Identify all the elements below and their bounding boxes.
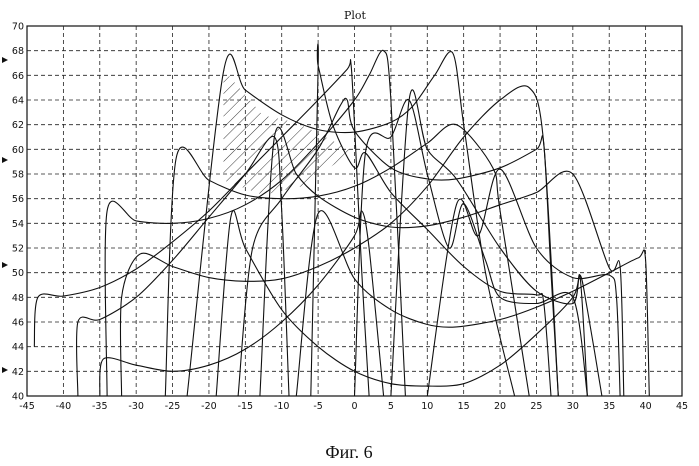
y-tick-label: 60 xyxy=(12,145,24,156)
x-tick-label: 10 xyxy=(421,401,433,412)
x-tick-label: -20 xyxy=(201,401,217,412)
y-tick-label: 58 xyxy=(12,170,24,181)
x-tick-label: -10 xyxy=(274,401,290,412)
y-tick-label: 52 xyxy=(12,244,24,255)
y-tick-label: 56 xyxy=(12,194,24,205)
x-tick-label: 30 xyxy=(567,401,579,412)
y-tick-label: 50 xyxy=(12,268,24,279)
y-tick-label: 62 xyxy=(12,120,24,131)
y-tick-label: 64 xyxy=(12,96,24,107)
x-tick-label: -15 xyxy=(238,401,254,412)
x-tick-label: -25 xyxy=(165,401,181,412)
x-tick-label: 0 xyxy=(351,401,357,412)
edge-marker-icon xyxy=(2,367,8,373)
figure-caption: Фиг. 6 xyxy=(325,442,372,462)
x-tick-label: -5 xyxy=(313,401,322,412)
y-tick-label: 54 xyxy=(12,219,24,230)
chart-title: Plot xyxy=(344,9,367,22)
edge-marker-icon xyxy=(2,262,8,268)
x-tick-label: -35 xyxy=(92,401,108,412)
x-tick-label: -30 xyxy=(128,401,144,412)
y-tick-label: 66 xyxy=(12,71,24,82)
y-tick-label: 46 xyxy=(12,318,24,329)
x-tick-label: 5 xyxy=(388,401,394,412)
y-tick-label: 48 xyxy=(12,293,24,304)
y-tick-layer: 40 42 44 46 48 50 52 54 56 58 60 62 64 66 68 70 xyxy=(12,22,24,403)
x-tick-layer: -45 -40 -35 -30 -25 -20 -15 -10 -5 0 5 10 15 20 25 30 35… xyxy=(19,401,688,412)
edge-markers xyxy=(2,57,8,373)
edge-marker-icon xyxy=(2,157,8,163)
x-tick-label: 40 xyxy=(640,401,652,412)
y-tick-label: 68 xyxy=(12,46,24,57)
x-tick-label: 15 xyxy=(458,401,470,412)
x-tick-label: 45 xyxy=(676,401,688,412)
y-tick-label: 42 xyxy=(12,367,24,378)
edge-marker-icon xyxy=(2,57,8,63)
x-tick-label: 35 xyxy=(603,401,615,412)
y-tick-label: 44 xyxy=(12,342,24,353)
x-tick-label: -40 xyxy=(56,401,72,412)
x-tick-label: 25 xyxy=(530,401,542,412)
x-tick-label: -45 xyxy=(19,401,35,412)
x-tick-label: 20 xyxy=(494,401,506,412)
y-tick-label: 40 xyxy=(12,392,24,403)
y-tick-label: 70 xyxy=(12,22,24,33)
